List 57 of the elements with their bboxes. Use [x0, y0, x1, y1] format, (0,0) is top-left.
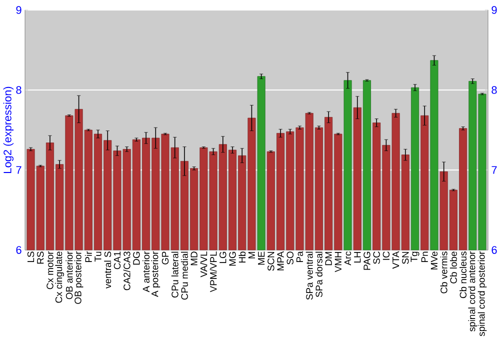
y2-tick-label: 7 — [492, 166, 497, 174]
x-tick-label: Pir — [84, 251, 92, 262]
x-tick-label: spinal cord posterior — [478, 251, 487, 336]
x-tick-label: A posterior — [151, 251, 160, 297]
x-tick-label: SPa dorsal — [315, 252, 322, 298]
x-tick-label: spinal cord antenor — [468, 251, 478, 332]
x-tick-label: Cx motor — [46, 251, 54, 290]
x-tick-label: VMH — [334, 252, 342, 272]
x-tick-label: SO — [286, 252, 294, 264]
x-tick-label: Hb — [238, 252, 246, 263]
x-tick-label: Tu — [94, 252, 102, 262]
x-tick-label: Cb vermis — [440, 252, 448, 294]
x-tick-label: MD — [190, 252, 198, 266]
x-tick-label: MPA — [277, 251, 284, 270]
x-tick-label: VTA — [392, 251, 400, 269]
x-tick-label: DG — [133, 252, 140, 265]
y2-tick-label: 6 — [492, 246, 497, 254]
x-tick-label: Cb lobe — [450, 252, 457, 284]
x-tick-label: MG — [229, 252, 236, 266]
x-tick-label: OB posterior — [74, 251, 84, 304]
y-axis-title: Log2 (expression) — [3, 86, 14, 173]
x-tick-label: LH — [354, 252, 361, 263]
x-tick-label: SN — [402, 252, 409, 264]
x-tick-label: CPu medial — [180, 252, 188, 300]
x-tick-label: RS — [37, 252, 44, 264]
x-tick-label: PAG — [364, 252, 370, 270]
x-tick-label: Arc — [344, 251, 352, 266]
x-tick-label: Cb nucleus — [460, 252, 467, 298]
x-tick-label: SPa ventral — [306, 252, 313, 300]
x-tick-label: SC — [373, 252, 380, 264]
y-tick-label: 9 — [16, 6, 22, 14]
x-tick-label: CA2/CA3 — [123, 252, 130, 290]
x-tick-label: M — [248, 252, 255, 258]
x-tick-label: Pa — [296, 251, 304, 262]
x-tick-label: IC — [382, 252, 390, 260]
y2-tick-label: 9 — [492, 6, 497, 14]
x-tick-label: ventral S — [104, 252, 112, 289]
x-tick-label: GP — [162, 252, 169, 264]
x-tick-label: Pn — [421, 252, 428, 262]
x-tick-label: DM — [325, 252, 332, 266]
x-tick-label: CPu lateral — [171, 252, 178, 298]
x-tick-label: Tg — [410, 252, 420, 262]
x-tick-label: ME — [258, 252, 265, 265]
x-tick-label: SCN — [268, 252, 274, 271]
x-tick-label: CA1 — [114, 252, 121, 270]
x-tick-label: LS — [27, 252, 34, 262]
x-tick-label: VPM/VPL — [210, 252, 217, 292]
x-tick-label: Cx cingulate — [55, 252, 64, 303]
y2-tick-label: 8 — [492, 86, 497, 94]
x-tick-label: VA/VL — [200, 252, 208, 278]
y-tick-label: 8 — [16, 86, 22, 94]
y-tick-label: 6 — [16, 246, 22, 254]
y-tick-label: 7 — [16, 166, 22, 174]
x-tick-label: MVe — [430, 252, 438, 270]
x-tick-label: OB anterior — [66, 251, 73, 300]
x-tick-label: LG — [220, 252, 226, 264]
x-tick-label: A anterior — [142, 251, 150, 292]
